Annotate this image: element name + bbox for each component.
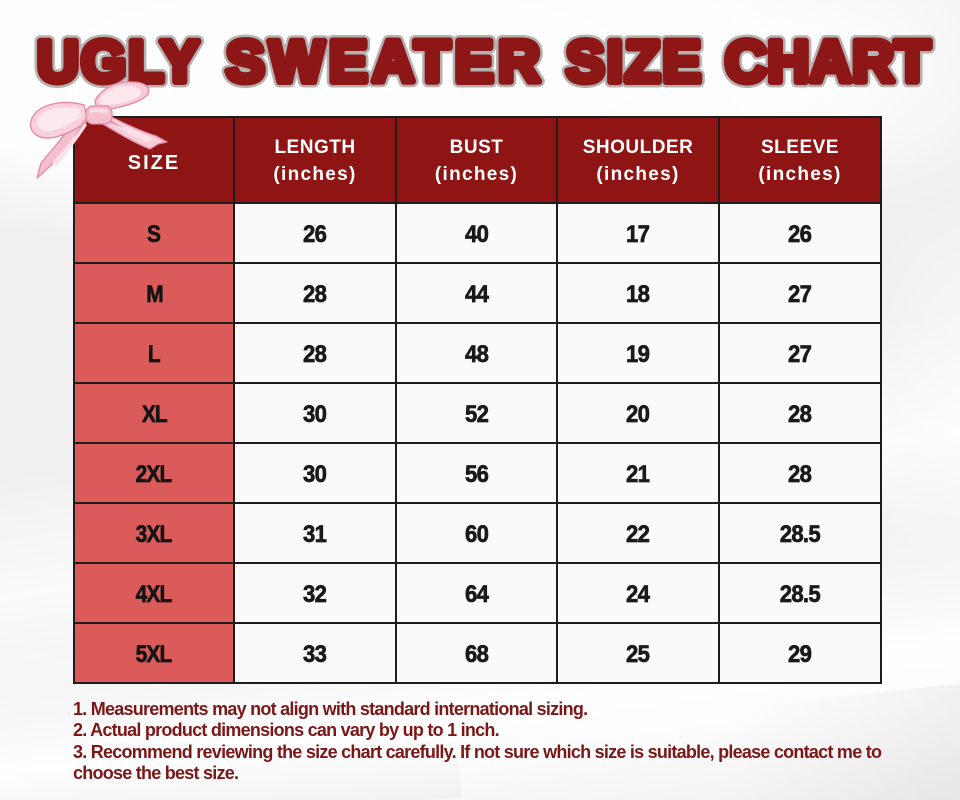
svg-text:CHART: CHART (725, 30, 930, 95)
svg-text:CHART: CHART (725, 30, 930, 95)
svg-text:SIZE: SIZE (566, 30, 701, 95)
svg-text:UGLY: UGLY (37, 30, 199, 95)
svg-text:SWEATER: SWEATER (226, 30, 540, 95)
svg-text:SIZE: SIZE (566, 30, 701, 95)
svg-text:SWEATER: SWEATER (226, 30, 540, 95)
